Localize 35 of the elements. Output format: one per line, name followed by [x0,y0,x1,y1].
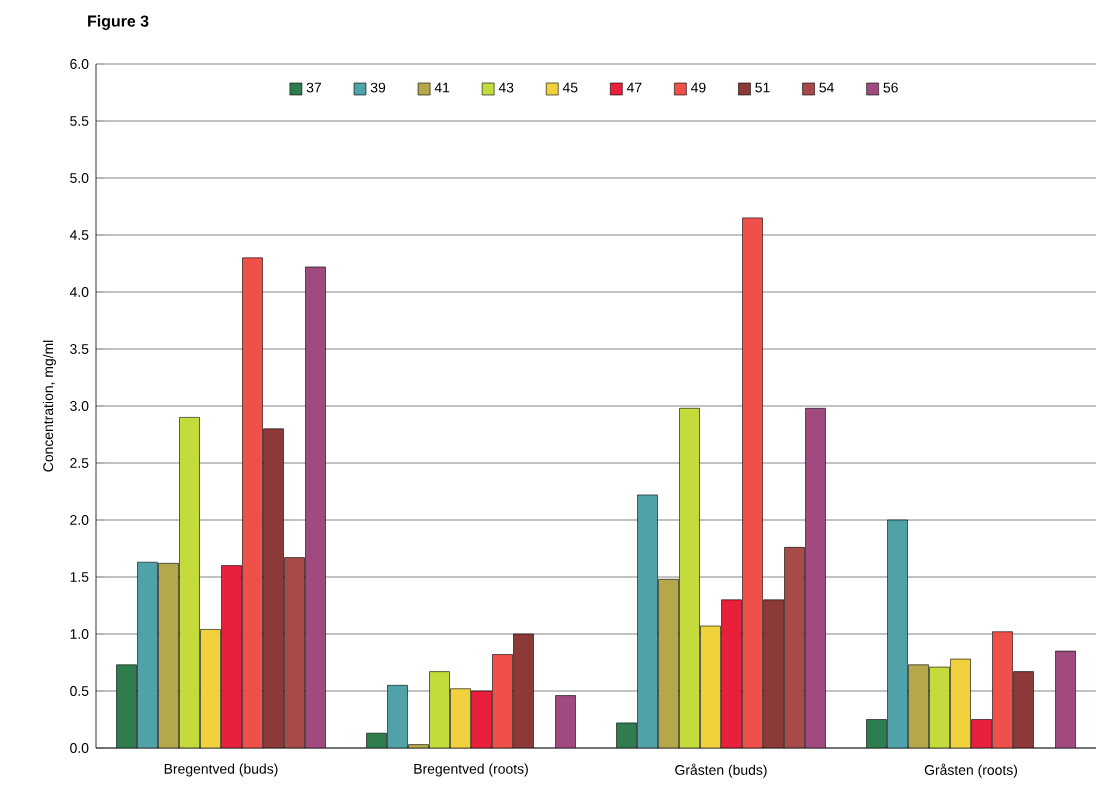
bar [305,266,326,748]
bar [805,407,826,748]
bar [242,257,263,748]
bar [679,407,700,748]
bar [908,664,929,748]
bar [887,519,908,748]
bar [1055,650,1076,748]
bar [658,578,679,748]
bar [784,547,805,748]
bar [950,658,971,748]
bar [116,664,137,748]
bar [971,719,992,748]
bar [1013,671,1034,748]
bar [700,625,721,748]
bar [158,563,179,748]
bar [866,719,887,748]
bar [450,688,471,748]
bar [387,685,408,748]
bar [429,671,450,748]
bar [492,654,513,748]
bar [513,633,534,748]
bar [221,565,242,748]
bar [179,417,200,748]
bar [763,599,784,748]
bar [284,557,305,748]
bar [471,690,492,748]
bar [200,629,221,748]
bar [992,631,1013,748]
bar [929,666,950,748]
bar [263,428,284,748]
bar [721,599,742,748]
bar [637,494,658,748]
bar [137,561,158,748]
bar [555,695,576,748]
bar [742,217,763,748]
